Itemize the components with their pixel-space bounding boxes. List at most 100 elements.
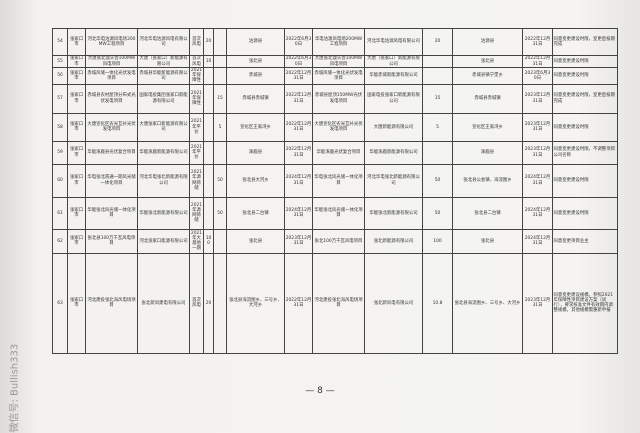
table-cell bbox=[203, 140, 214, 165]
table-cell: 2023年12月31日 bbox=[522, 140, 553, 165]
table-cell: 张北县二台镇 bbox=[226, 196, 285, 230]
table-cell: 2021年保障性 bbox=[189, 67, 204, 85]
table-cell: 大唐新能源有限公司 bbox=[364, 112, 423, 142]
table-cell: 涿鹿县 bbox=[452, 140, 523, 165]
table-cell: 50 bbox=[213, 196, 227, 230]
table-cell: 赤城风储一体化光伏发电项目 bbox=[85, 67, 138, 85]
table-cell: 同意变更建设时限，变更后按期完成 bbox=[552, 83, 618, 114]
table-cell: 2021年源网荷储 bbox=[189, 196, 204, 230]
table-cell: 张北县 bbox=[452, 228, 523, 254]
table-cell: 55 bbox=[52, 55, 68, 68]
table-cell: 同意变更建设规模。参照2021年保障性项目建设方案（试行），要求核准文件有效期内… bbox=[552, 252, 618, 354]
table-cell: 大唐张北馒头营100MW风电项目 bbox=[312, 55, 365, 68]
table-cell: 张家口市 bbox=[67, 252, 86, 354]
table-cell bbox=[203, 112, 214, 142]
table-cell bbox=[213, 55, 227, 68]
table-cell: 国家电投集团张家口新能源有限公司 bbox=[137, 83, 190, 114]
table-cell: 2021年保障性 bbox=[189, 83, 204, 114]
table-cell: 华能涿鹿县光伏复合项目 bbox=[85, 140, 138, 165]
table-cell: 同意变更建设时限 bbox=[552, 196, 618, 230]
table-cell: 张北100万千瓦风电项目 bbox=[312, 228, 365, 254]
table-cell: 张家口市 bbox=[67, 228, 86, 254]
table-cell: 张北新风建电有限公司 bbox=[137, 252, 190, 354]
table-cell: 华能张北新能源有限公司 bbox=[137, 196, 190, 230]
table-cell: 华能赤城新能源有限公司 bbox=[364, 67, 423, 85]
table-cell: 2023年6月30日 bbox=[522, 67, 553, 85]
table-cell: 河北建投张北海风电场项目 bbox=[312, 252, 365, 354]
table-cell: 50 bbox=[422, 196, 453, 230]
table-cell: 赤城县农村屋顶分布式光伏发电项目 bbox=[85, 83, 138, 114]
table-cell: 大唐张家口新能源有限公司 bbox=[137, 112, 190, 142]
table-row: 57 张家口市 赤城县农村屋顶分布式光伏发电项目 国家电投集团张家口新能源有限公司 20… bbox=[52, 83, 618, 114]
watermark: 微信号: Bullish333 bbox=[9, 343, 21, 433]
table-cell: 赤城风储一体化光伏发电项目 bbox=[312, 67, 365, 85]
table-cell: 63 bbox=[52, 252, 68, 354]
table-cell: 20 bbox=[203, 28, 214, 56]
table-cell: 张北县二台镇 bbox=[452, 196, 523, 230]
table-cell: 张北县 bbox=[226, 55, 285, 68]
table-cell: 大唐张北馒头营100MW风电项目 bbox=[85, 55, 138, 68]
table-cell: 涿鹿县 bbox=[226, 140, 285, 165]
table-cell: 华能张北新能源有限公司 bbox=[364, 196, 423, 230]
table-cell: 张家口市 bbox=[67, 163, 86, 198]
table-cell bbox=[422, 55, 453, 68]
table-cell: 2024年12月31日 bbox=[522, 196, 553, 230]
table-cell: 20 bbox=[422, 28, 453, 56]
table-row: 63 张家口市 河北建投张北海风电场项目 张北新风建电有限公司 首次风电 20 张北县海流图… bbox=[52, 252, 618, 354]
table-cell: 2024年12月31日 bbox=[522, 163, 553, 198]
table-cell: 沽源县 bbox=[226, 28, 285, 56]
table-cell: 张家口市 bbox=[67, 67, 86, 85]
table-cell: 华能张北风光储一体化项目 bbox=[312, 196, 365, 230]
table-cell: 张北县海流图乡、三号乡、大河乡 bbox=[226, 252, 285, 354]
table-cell: 张北新能源有限公司 bbox=[364, 228, 423, 254]
table-cell: 同意变更项目业主 bbox=[552, 228, 618, 254]
table-cell: 张北县公会镇、海流图乡 bbox=[452, 163, 523, 198]
table-cell: 2022年12月31日 bbox=[284, 83, 313, 114]
table-cell: 2024年12月31日 bbox=[284, 163, 313, 198]
table-cell: 2022年12月31日 bbox=[284, 252, 313, 354]
table-body: 54 张家口市 河北华电沽源风电场200MW工程项目 河北华电沽源风电有限公司 首次风电… bbox=[52, 28, 618, 354]
table-cell: 57 bbox=[52, 83, 68, 114]
table-cell: 5 bbox=[213, 112, 227, 142]
table-cell: 同意变更建设时限 bbox=[552, 67, 618, 85]
table-row: 62 张家口市 张北县100万千瓦风电项目 河北张家口能源有限公司 2021年大基地一期… bbox=[52, 228, 618, 254]
table-cell: 张家口市 bbox=[67, 83, 86, 114]
table-cell: 5 bbox=[422, 112, 453, 142]
table-cell: 华电张北南通一期风光储一体化项目 bbox=[85, 163, 138, 198]
table-cell: 张北县 bbox=[226, 228, 285, 254]
table-row: 56 张家口市 赤城风储一体化光伏发电项目 赤城县华能新能源有限公司 2021年保障性赤… bbox=[52, 67, 618, 85]
table-cell: 2022年12月31日 bbox=[284, 112, 313, 142]
table-cell: 同意变更建设时限，不调整项目公司名称 bbox=[552, 140, 618, 165]
table-cell: 2021年大基地一期 bbox=[189, 228, 204, 254]
table-cell: 2021年平价 bbox=[189, 140, 204, 165]
table-cell: 50 bbox=[213, 163, 227, 198]
table-cell: 赤城县屋顶150MW光伏发电项目 bbox=[312, 83, 365, 114]
table-cell: 河北建投张北海风电场项目 bbox=[85, 252, 138, 354]
table-cell bbox=[203, 67, 214, 85]
table-cell: 河北华电沽源风电有限公司 bbox=[364, 28, 423, 56]
table-cell: 同意变更建设时限，变更后按期完成 bbox=[552, 28, 618, 56]
table-cell: 张家口市 bbox=[67, 140, 86, 165]
table-cell: 2022年6月30日 bbox=[284, 28, 313, 56]
table-cell bbox=[422, 67, 453, 85]
table-cell: 宣化区王家湾乡 bbox=[452, 112, 523, 142]
table-cell: 2023年12月31日 bbox=[284, 228, 313, 254]
table-cell: 国家电投张家口新能源有限公司 bbox=[364, 83, 423, 114]
page-number: — 8 — bbox=[305, 386, 335, 396]
table-cell: 赤城县赤城镇 bbox=[226, 83, 285, 114]
table-cell: 华电张北风光储一体化项目 bbox=[312, 163, 365, 198]
table-row: 61 张家口市 华能张北风光储一体化项目 华能张北新能源有限公司 2021年源网荷储 50… bbox=[52, 196, 618, 230]
table-cell: 华能张北风光储一体化项目 bbox=[85, 196, 138, 230]
table-cell: 华能涿鹿新能源有限公司 bbox=[364, 140, 423, 165]
table-cell bbox=[213, 28, 227, 56]
table-cell: 大唐（张家口）新能源有限公司 bbox=[137, 55, 190, 68]
table-cell: 58 bbox=[52, 112, 68, 142]
table-cell: 60 bbox=[52, 163, 68, 198]
table-cell: 赤城县镇宁堡乡 bbox=[452, 67, 523, 85]
table-cell bbox=[213, 67, 227, 85]
table-cell: 2022年12月31日 bbox=[522, 55, 553, 68]
table-cell: 首次风电 bbox=[189, 28, 204, 56]
table-cell bbox=[203, 83, 214, 114]
table-cell: 河北华电张北新能源有限公司 bbox=[364, 163, 423, 198]
table-cell: 张家口市 bbox=[67, 196, 86, 230]
